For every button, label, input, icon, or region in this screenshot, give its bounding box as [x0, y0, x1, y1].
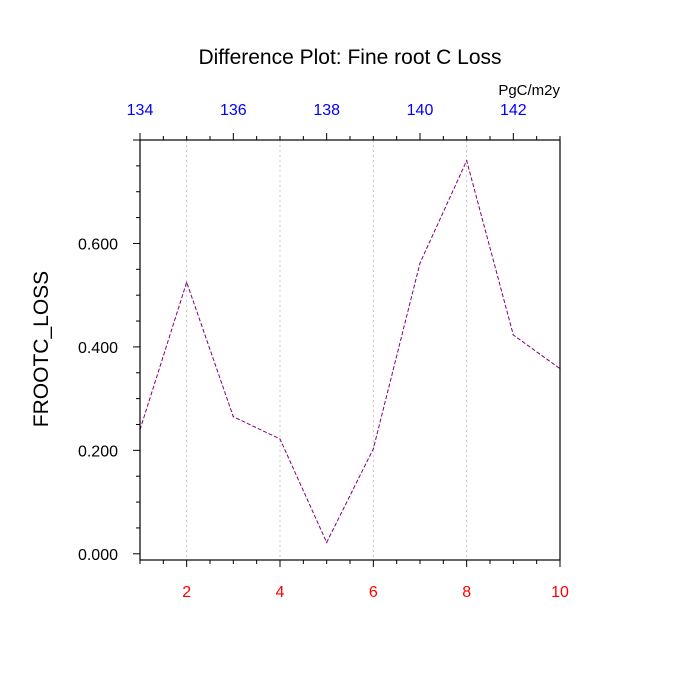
top-tick-label: 136 — [220, 102, 247, 119]
top-tick-label: 142 — [500, 102, 527, 119]
units-label: PgC/m2y — [498, 82, 560, 99]
bottom-tick-label: 2 — [182, 584, 191, 601]
bottom-tick-label: 8 — [462, 584, 471, 601]
series-line — [139, 159, 561, 544]
data-point — [232, 416, 234, 418]
grid-lines — [186, 140, 468, 560]
data-point — [466, 160, 468, 162]
data-point — [326, 541, 328, 544]
y-tick-label: 0.000 — [78, 547, 118, 564]
top-tick-label: 138 — [313, 102, 340, 119]
top-tick-label: 134 — [127, 102, 154, 119]
data-point — [372, 448, 374, 450]
chart-title: Difference Plot: Fine root C Loss — [198, 46, 501, 69]
series-lines — [139, 159, 561, 544]
bottom-tick-label: 4 — [276, 584, 285, 601]
y-axis-label: FROOTC_LOSS — [30, 271, 53, 427]
data-point — [279, 438, 281, 440]
data-point — [512, 334, 514, 336]
y-tick-label: 0.600 — [78, 236, 118, 253]
axis-ticks — [133, 133, 561, 567]
data-point — [186, 281, 188, 283]
bottom-tick-label: 6 — [369, 584, 378, 601]
plot-frame — [139, 139, 561, 561]
y-tick-label: 0.400 — [78, 340, 118, 357]
y-tick-label: 0.200 — [78, 443, 118, 460]
top-tick-label: 140 — [407, 102, 434, 119]
data-point — [419, 262, 421, 264]
tick-labels: 2 4 6 8 10 134 136 138 140 142 0.000 0.200 0.400 0.60… — [78, 102, 569, 601]
bottom-tick-label: 10 — [551, 584, 569, 601]
